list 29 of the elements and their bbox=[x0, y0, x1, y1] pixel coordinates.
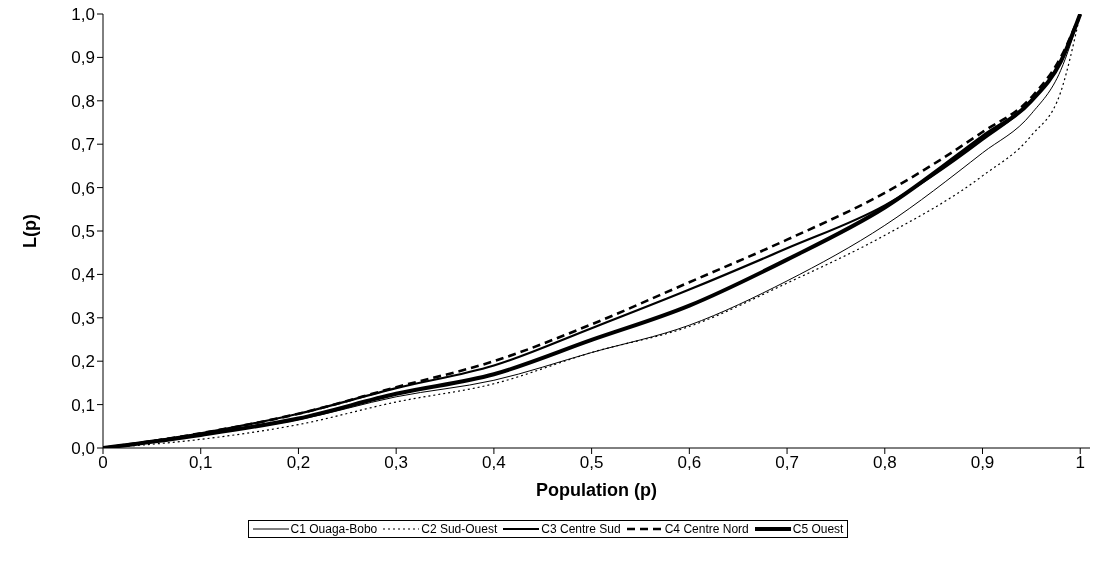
legend-label: C4 Centre Nord bbox=[664, 522, 749, 536]
legend-label: C5 Ouest bbox=[792, 522, 844, 536]
y-tick-label: 0,1 bbox=[71, 395, 95, 415]
y-tick-label: 0,2 bbox=[71, 352, 95, 372]
x-tick-label: 0,5 bbox=[579, 453, 604, 473]
y-tick-label: 0,0 bbox=[71, 439, 95, 459]
x-tick-label: 0,9 bbox=[970, 453, 995, 473]
y-tick-label: 0,3 bbox=[71, 308, 95, 328]
legend-label: C2 Sud-Ouest bbox=[421, 522, 498, 536]
x-tick-label: 0,3 bbox=[384, 453, 408, 473]
x-axis-title: Population (p) bbox=[536, 480, 657, 500]
y-tick-label: 0,6 bbox=[71, 178, 95, 198]
y-tick-label: 0,9 bbox=[71, 48, 95, 68]
x-tick-label: 0,4 bbox=[482, 453, 506, 473]
y-tick-label: 1,0 bbox=[71, 5, 95, 25]
x-tick-label: 0,8 bbox=[872, 453, 897, 473]
legend-label: C1 Ouaga-Bobo bbox=[290, 522, 378, 536]
y-tick-label: 0,5 bbox=[71, 222, 95, 242]
y-tick-label: 0,4 bbox=[71, 265, 95, 285]
x-tick-label: 0,2 bbox=[286, 453, 311, 473]
y-axis-title: L(p) bbox=[20, 214, 41, 248]
legend-label: C3 Centre Sud bbox=[541, 522, 621, 536]
x-tick-label: 0,6 bbox=[677, 453, 702, 473]
y-tick-label: 0,8 bbox=[71, 91, 95, 111]
y-tick-label: 0,7 bbox=[71, 135, 95, 155]
x-tick-label: 0,7 bbox=[775, 453, 799, 473]
x-tick-label: 0 bbox=[98, 453, 108, 473]
x-tick-label: 0,1 bbox=[188, 453, 213, 473]
x-tick-label: 1 bbox=[1075, 453, 1085, 473]
